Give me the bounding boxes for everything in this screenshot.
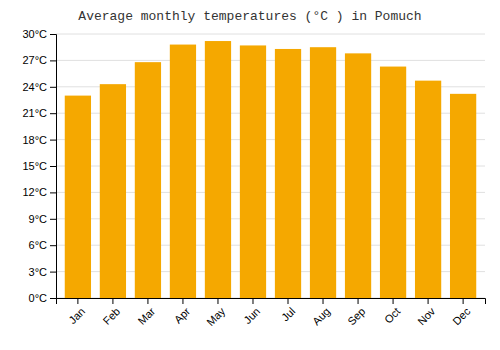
bar xyxy=(65,96,91,298)
x-tick-mark xyxy=(112,298,113,304)
x-tick-label: Jan xyxy=(66,305,87,326)
y-tick-mark xyxy=(50,166,56,167)
x-tick-mark xyxy=(393,298,394,304)
grid-line xyxy=(56,34,485,35)
bar xyxy=(170,45,196,298)
x-tick-label: Mar xyxy=(135,305,157,327)
x-tick-mark xyxy=(217,298,218,304)
x-tick-mark xyxy=(358,298,359,304)
x-tick: May xyxy=(204,298,228,328)
x-tick-label: Dec xyxy=(450,305,473,328)
bar xyxy=(275,49,301,298)
y-tick-label: 24°C xyxy=(22,81,47,93)
y-tick-label: 9°C xyxy=(29,213,48,225)
x-tick: Jun xyxy=(241,298,262,326)
plot: Jan Feb Mar Apr May Jun Jul Aug Sep Oct Nov Dec 0°C 3… xyxy=(22,28,485,328)
x-tick-mark xyxy=(428,298,429,304)
bar xyxy=(205,41,231,298)
x-tick-mark xyxy=(182,298,183,304)
bar xyxy=(100,84,126,298)
y-axis: 0°C 3°C 6°C 9°C 12°C 15°C 18°C 21°C 24°C 27°C 30°C xyxy=(22,28,56,304)
x-tick: Apr xyxy=(172,298,193,326)
y-tick: 24°C xyxy=(22,81,56,93)
y-tick-label: 0°C xyxy=(29,292,48,304)
y-tick-label: 30°C xyxy=(22,28,47,40)
grid xyxy=(56,34,485,298)
y-tick-mark xyxy=(50,245,56,246)
y-tick: 15°C xyxy=(22,160,56,172)
x-tick: Jul xyxy=(279,298,297,324)
x-tick-mark xyxy=(323,298,324,304)
x-tick-mark xyxy=(252,298,253,304)
y-tick-label: 15°C xyxy=(22,160,47,172)
x-tick-mark xyxy=(288,298,289,304)
y-tick-label: 3°C xyxy=(29,266,48,278)
y-tick: 18°C xyxy=(22,134,56,146)
y-tick-mark xyxy=(50,140,56,141)
y-tick-label: 12°C xyxy=(22,186,47,198)
y-tick-mark xyxy=(50,113,56,114)
y-tick-mark xyxy=(50,272,56,273)
bar xyxy=(240,45,266,298)
x-tick-label: Jul xyxy=(279,305,297,323)
y-tick: 6°C xyxy=(29,239,56,251)
title: Average monthly temperatures (°C ) in Po… xyxy=(78,9,421,24)
y-tick: 12°C xyxy=(22,186,56,198)
y-tick-mark xyxy=(50,60,56,61)
x-tick-label: Nov xyxy=(415,305,438,328)
bar xyxy=(135,62,161,298)
x-tick-mark xyxy=(77,298,78,304)
x-axis: Jan Feb Mar Apr May Jun Jul Aug Sep Oct Nov Dec xyxy=(57,298,486,328)
y-tick: 3°C xyxy=(29,266,56,278)
x-tick-label: Apr xyxy=(172,305,193,326)
x-tick-mark xyxy=(463,298,464,304)
y-tick: 27°C xyxy=(22,54,56,66)
x-tick-label: Aug xyxy=(310,305,332,327)
x-tick-label: Oct xyxy=(382,305,403,326)
y-tick-mark xyxy=(50,298,56,299)
chart: Average monthly temperatures (°C ) in Po… xyxy=(0,0,500,350)
y-axis-line xyxy=(50,35,57,299)
y-tick-mark xyxy=(50,219,56,220)
x-tick: Sep xyxy=(345,298,367,327)
bar xyxy=(345,53,371,298)
y-tick-mark xyxy=(50,34,56,35)
x-tick-label: Sep xyxy=(345,305,367,327)
x-tick-label: Jun xyxy=(241,305,262,326)
x-tick: Oct xyxy=(382,298,403,326)
x-tick: Aug xyxy=(310,298,332,327)
x-tick-mark xyxy=(147,298,148,304)
x-tick: Mar xyxy=(135,298,157,327)
x-tick-label: May xyxy=(204,305,228,329)
x-axis-line xyxy=(57,299,486,305)
y-tick-mark xyxy=(50,192,56,193)
x-tick: Jan xyxy=(66,298,87,326)
y-tick-label: 6°C xyxy=(29,239,48,251)
y-tick-mark xyxy=(50,87,56,88)
x-tick: Dec xyxy=(450,298,473,327)
y-tick: 21°C xyxy=(22,107,56,119)
y-tick-label: 21°C xyxy=(22,107,47,119)
x-tick: Nov xyxy=(415,298,438,327)
y-tick-label: 27°C xyxy=(22,54,47,66)
bar xyxy=(380,67,406,298)
y-tick: 30°C xyxy=(22,28,56,40)
grid-line xyxy=(56,60,485,61)
bar xyxy=(415,81,441,298)
y-tick: 0°C xyxy=(29,292,56,304)
x-tick-label: Feb xyxy=(100,305,122,327)
y-tick: 9°C xyxy=(29,213,56,225)
bars xyxy=(65,41,476,298)
bar xyxy=(310,47,336,298)
y-tick-label: 18°C xyxy=(22,134,47,146)
x-tick: Feb xyxy=(100,298,122,327)
bar xyxy=(450,94,476,298)
